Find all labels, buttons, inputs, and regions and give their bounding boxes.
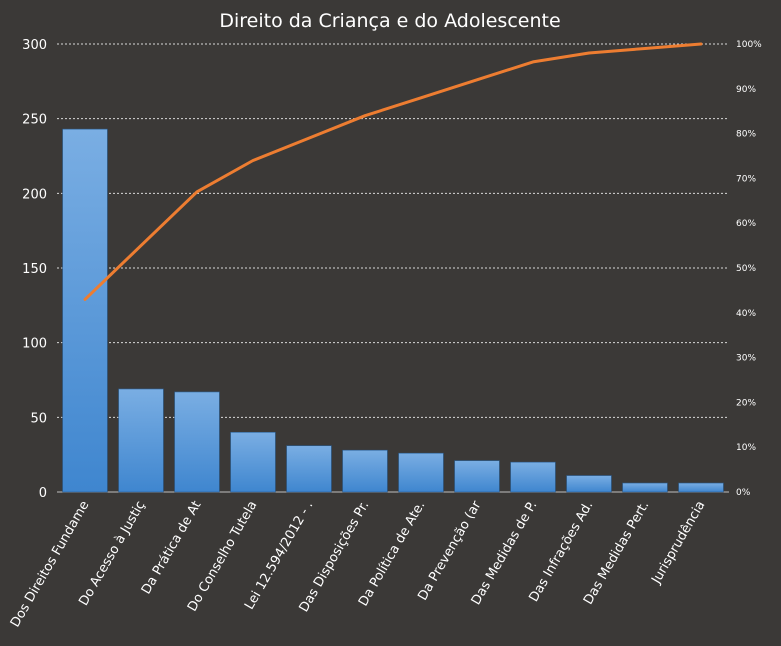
line-layer	[83, 42, 703, 301]
y-tick-label: 0	[39, 486, 47, 501]
bar	[678, 482, 724, 493]
bar	[230, 431, 276, 493]
bar	[174, 391, 220, 493]
y2-tick-label: 10%	[736, 443, 756, 453]
y-tick-label: 100	[22, 337, 47, 352]
y2-tick-label: 40%	[736, 309, 756, 319]
y-tick-label: 200	[22, 187, 47, 202]
bar-layer	[62, 128, 724, 493]
bar	[622, 482, 668, 493]
y2-tick-label: 50%	[736, 264, 756, 274]
y2-tick-label: 100%	[736, 40, 762, 50]
y2-tick-label: 30%	[736, 354, 756, 364]
y2-tick-label: 20%	[736, 398, 756, 408]
y2-tick-label: 70%	[736, 174, 756, 184]
bar	[454, 460, 500, 493]
chart-title: Direito da Criança e do Adolescente	[219, 10, 560, 32]
right-axis: 0% 10% 20% 30% 40% 50% 60% 70% 80% 90% 100%	[736, 40, 762, 498]
grid-layer	[57, 43, 729, 493]
left-axis: 0 50 100 150 200 250 300	[22, 38, 47, 501]
cumulative-line	[83, 42, 703, 301]
y-tick-label: 150	[22, 262, 47, 277]
y2-tick-label: 90%	[736, 85, 756, 95]
y2-tick-label: 80%	[736, 130, 756, 140]
y-tick-label: 250	[22, 113, 47, 128]
y-tick-label: 300	[22, 38, 47, 53]
y2-tick-label: 60%	[736, 219, 756, 229]
bar	[118, 388, 164, 493]
bar	[342, 449, 388, 493]
bar	[62, 128, 108, 493]
y-tick-label: 50	[30, 411, 47, 426]
bar	[286, 445, 332, 493]
bar	[510, 461, 556, 493]
bar	[398, 452, 444, 493]
y2-tick-label: 0%	[736, 488, 751, 498]
bar	[566, 475, 612, 493]
